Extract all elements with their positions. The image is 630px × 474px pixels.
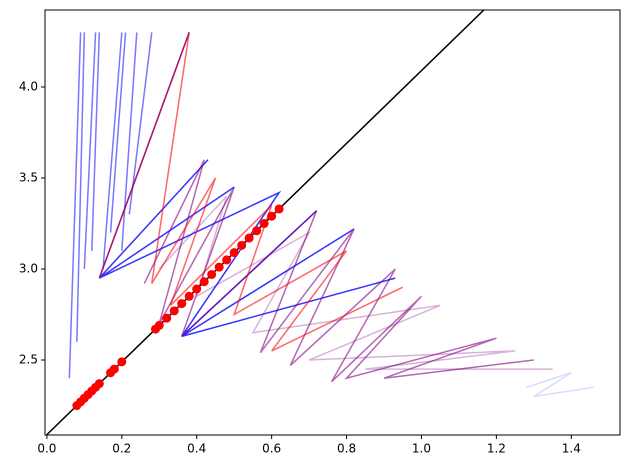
y-tick-label: 3.5 <box>19 170 38 184</box>
x-tick-label: 0.4 <box>187 442 206 456</box>
x-tick-label: 0.6 <box>262 442 281 456</box>
point <box>267 211 277 221</box>
point <box>214 262 224 272</box>
point <box>154 320 164 330</box>
x-tick-label: 1.2 <box>487 442 506 456</box>
point <box>169 306 179 316</box>
point <box>259 219 269 229</box>
point <box>244 233 254 243</box>
point <box>252 226 262 236</box>
x-tick-label: 0.8 <box>337 442 356 456</box>
point <box>177 299 187 309</box>
series-line <box>143 159 534 383</box>
point <box>162 313 172 323</box>
y-tick-label: 3.0 <box>19 262 38 276</box>
y-tick-label: 2.5 <box>19 353 38 367</box>
point <box>199 277 209 287</box>
x-tick-label: 1.0 <box>412 442 431 456</box>
axes-frame <box>44 9 621 436</box>
point <box>222 255 232 265</box>
series-line <box>526 372 594 398</box>
series-line <box>98 32 396 338</box>
point <box>192 284 202 294</box>
series-line <box>98 32 404 352</box>
point <box>117 357 127 367</box>
point <box>94 379 104 389</box>
series-line <box>68 32 153 379</box>
x-tick-label: 0.2 <box>112 442 131 456</box>
y-tick-label: 4.0 <box>19 79 38 93</box>
series-line <box>158 195 553 370</box>
point <box>184 291 194 301</box>
point <box>207 269 217 279</box>
point <box>229 248 239 258</box>
x-tick-label: 1.4 <box>562 442 581 456</box>
x-tick-label: 0.0 <box>37 442 56 456</box>
point <box>109 364 119 374</box>
point <box>237 240 247 250</box>
plot-area <box>46 10 594 435</box>
point <box>274 204 284 214</box>
